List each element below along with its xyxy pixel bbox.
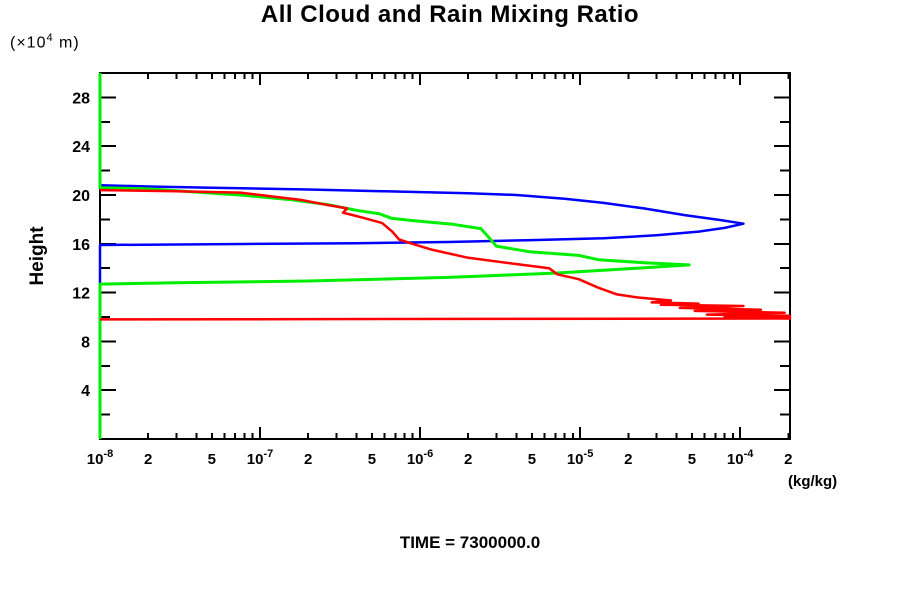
y-axis-unit-label: (×104 m) xyxy=(10,32,80,52)
x-tick-label: 10-7 xyxy=(247,448,273,468)
y-unit-prefix: (×10 xyxy=(10,34,47,52)
x-tick-label: 10-8 xyxy=(87,448,113,468)
axis-ticks xyxy=(99,73,790,439)
y-tick-label: 8 xyxy=(81,334,90,351)
y-unit-exponent: 4 xyxy=(46,32,54,44)
x-tick-label: 2 xyxy=(464,451,472,468)
y-tick-label: 28 xyxy=(72,90,90,107)
series-blue-curve xyxy=(98,183,745,439)
y-tick-label: 16 xyxy=(72,237,90,254)
x-tick-label: 5 xyxy=(208,451,216,468)
x-tick-label: 5 xyxy=(688,451,696,468)
y-tick-label: 24 xyxy=(72,139,90,156)
time-annotation: TIME = 7300000.0 xyxy=(399,533,541,552)
y-tick-label: 4 xyxy=(81,383,90,400)
x-tick-labels: 10-8 2 5 10-7 2 5 10-6 2 5 10-5 2 5 10-4 2 xyxy=(87,448,793,468)
x-tick-label: 5 xyxy=(528,451,536,468)
x-tick-label: 10-6 xyxy=(407,448,433,468)
x-tick-label: 10-4 xyxy=(727,448,754,468)
chart-title: All Cloud and Rain Mixing Ratio xyxy=(260,1,640,28)
x-tick-label: 2 xyxy=(784,451,792,468)
y-tick-label: 12 xyxy=(72,286,90,303)
x-tick-label: 5 xyxy=(368,451,376,468)
y-tick-label: 20 xyxy=(72,188,90,205)
series-red-curve xyxy=(99,188,792,321)
x-axis-unit-label: (kg/kg) xyxy=(788,473,838,490)
x-tick-label: 2 xyxy=(144,451,152,468)
x-tick-label: 2 xyxy=(624,451,632,468)
plot-frame xyxy=(99,72,791,440)
series-green-curve xyxy=(98,73,691,439)
y-unit-suffix: m) xyxy=(53,34,80,52)
x-tick-label: 10-5 xyxy=(567,448,593,468)
x-tick-label: 2 xyxy=(304,451,312,468)
y-tick-labels: 4 8 12 16 20 24 28 xyxy=(72,90,90,400)
